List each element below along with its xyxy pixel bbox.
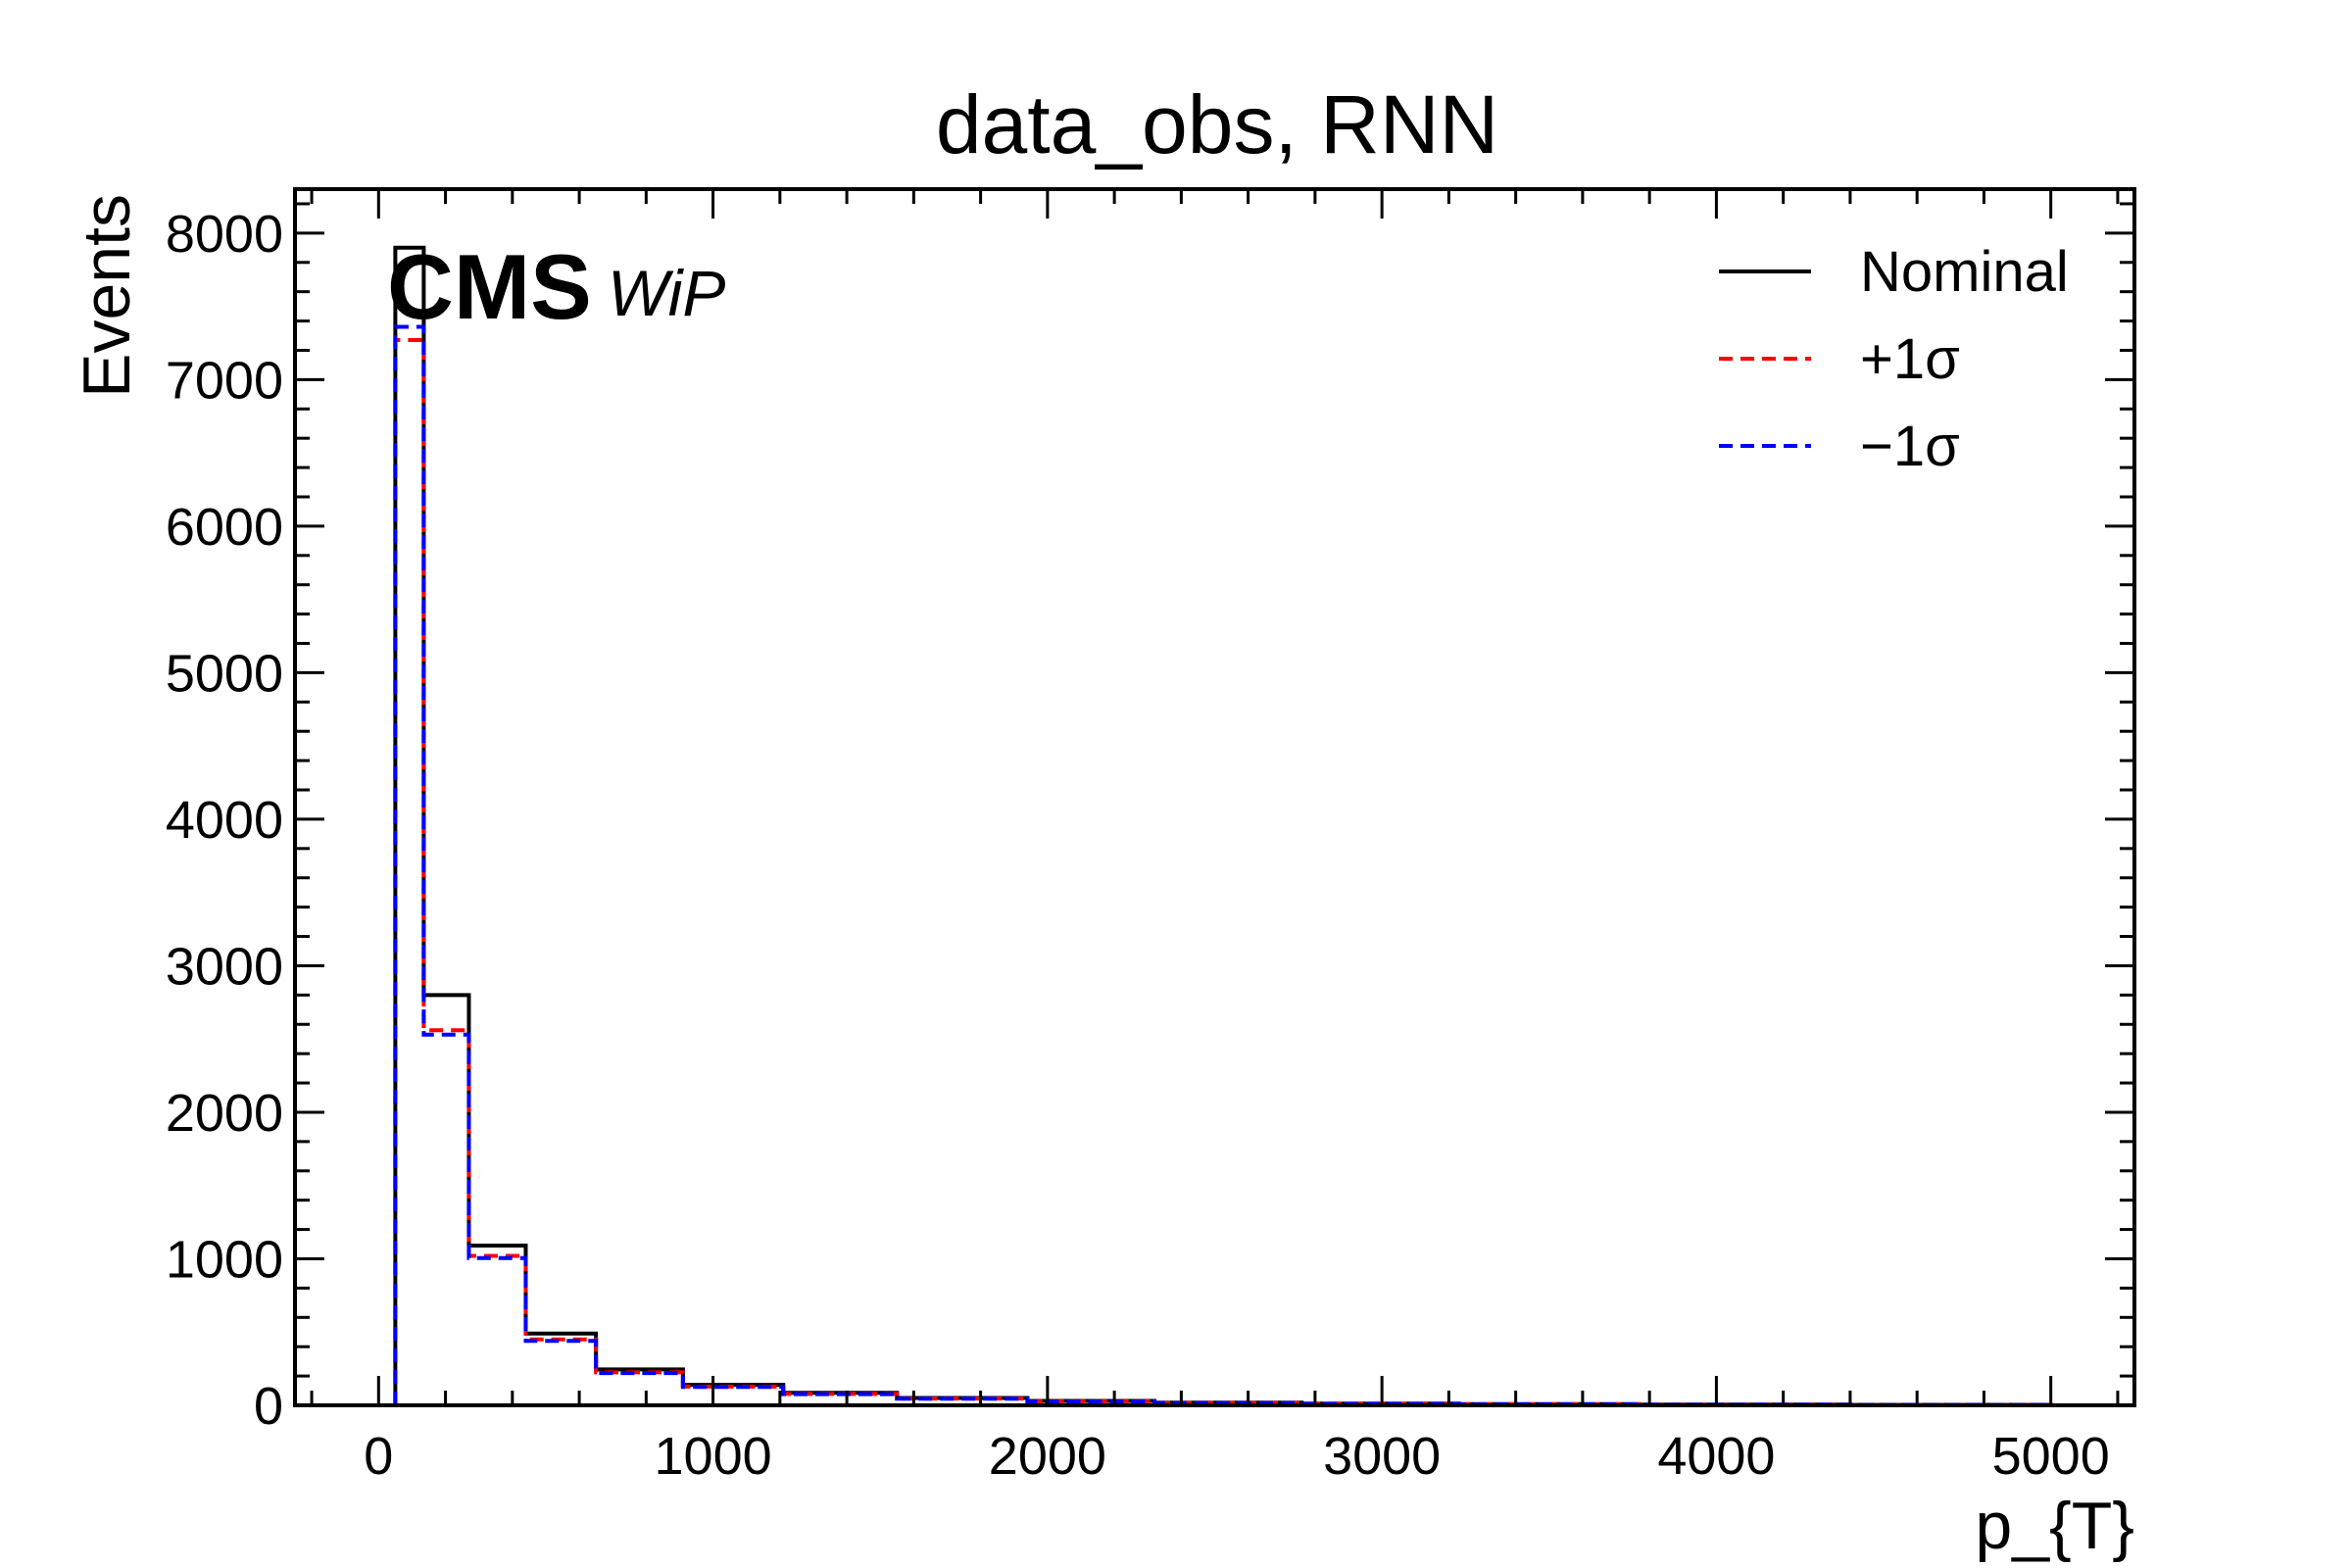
legend-label-2: +1σ xyxy=(1860,327,1960,391)
y-tick-label: 3000 xyxy=(166,937,283,996)
x-tick-label: 0 xyxy=(364,1427,393,1486)
axis-ticks: 0 1000 2000 3000 4000 5000 0 1000 2000 3000 4000 50… xyxy=(166,189,2134,1486)
y-tick-label: 8000 xyxy=(166,205,283,264)
x-tick-label: 1000 xyxy=(655,1427,772,1486)
y-tick-label: 6000 xyxy=(166,498,283,557)
experiment-label: CMS xyxy=(387,235,592,338)
plot-area xyxy=(393,245,2053,1407)
series-2-step-line xyxy=(393,338,2053,1407)
plot-frame xyxy=(293,187,2136,1407)
status-label: WiP xyxy=(608,257,725,329)
y-tick-label: 1000 xyxy=(166,1230,283,1289)
y-tick-label: 4000 xyxy=(166,791,283,850)
x-axis-title: p_{T} xyxy=(1975,1489,2134,1563)
x-tick-label: 4000 xyxy=(1657,1427,1775,1486)
y-tick-label: 2000 xyxy=(166,1084,283,1143)
y-tick-label: 5000 xyxy=(166,644,283,703)
y-tick-label: 7000 xyxy=(166,351,283,410)
y-axis-title: Events xyxy=(70,194,144,398)
legend-label-1: Nominal xyxy=(1860,240,2069,304)
legend: Nominal +1σ −1σ xyxy=(1719,240,2069,478)
x-tick-label: 2000 xyxy=(989,1427,1106,1486)
series-1-step-line xyxy=(393,245,2053,1407)
chart-title: data_obs, RNN xyxy=(936,78,1498,171)
legend-label-3: −1σ xyxy=(1860,415,1960,478)
x-tick-label: 3000 xyxy=(1323,1427,1441,1486)
y-tick-label: 0 xyxy=(254,1377,283,1436)
x-tick-label: 5000 xyxy=(1992,1427,2110,1486)
series-3-step-line xyxy=(393,324,2053,1407)
